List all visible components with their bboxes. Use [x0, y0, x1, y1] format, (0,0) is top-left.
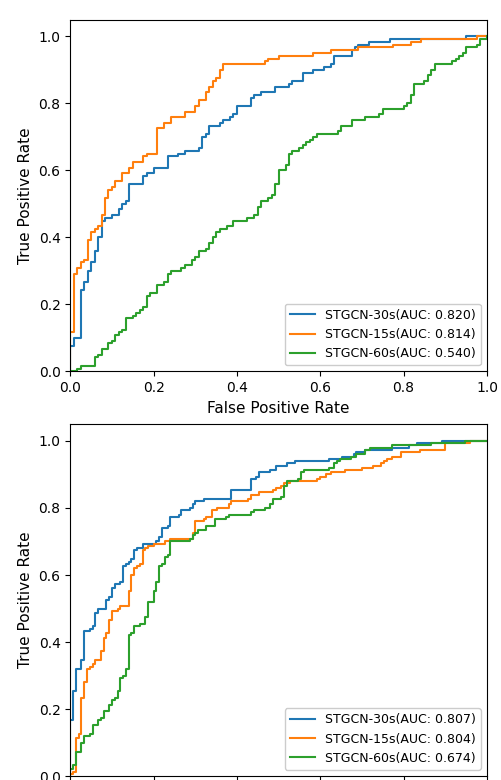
STGCN-60s(AUC: 0.540): (0.117, 0.108): 0.540): (0.117, 0.108): [116, 331, 122, 340]
STGCN-15s(AUC: 0.804): (0.753, 0.933): 0.804): (0.753, 0.933): [380, 459, 386, 468]
STGCN-60s(AUC: 0.540): (0.35, 0.408): 0.540): (0.35, 0.408): [213, 230, 219, 239]
Y-axis label: True Positive Rate: True Positive Rate: [18, 127, 33, 264]
STGCN-30s(AUC: 0.820): (0.95, 1): 0.820): (0.95, 1): [462, 31, 468, 41]
STGCN-60s(AUC: 0.540): (0.717, 0.758): 0.540): (0.717, 0.758): [365, 112, 371, 122]
Line: STGCN-30s(AUC: 0.807): STGCN-30s(AUC: 0.807): [70, 441, 486, 776]
STGCN-30s(AUC: 0.820): (0.983, 1): 0.820): (0.983, 1): [476, 31, 482, 41]
STGCN-15s(AUC: 0.804): (0.96, 1): 0.804): (0.96, 1): [466, 436, 472, 445]
STGCN-60s(AUC: 0.674): (0.213, 0.593): 0.674): (0.213, 0.593): [156, 573, 162, 582]
STGCN-60s(AUC: 0.540): (0.525, 0.617): 0.540): (0.525, 0.617): [286, 160, 292, 169]
STGCN-15s(AUC: 0.804): (0.173, 0.633): 0.804): (0.173, 0.633): [139, 559, 145, 569]
Line: STGCN-60s(AUC: 0.674): STGCN-60s(AUC: 0.674): [70, 441, 486, 776]
STGCN-15s(AUC: 0.814): (0.533, 0.942): 0.814): (0.533, 0.942): [289, 51, 295, 61]
STGCN-15s(AUC: 0.814): (0.325, 0.817): 0.814): (0.325, 0.817): [202, 93, 208, 102]
STGCN-30s(AUC: 0.820): (0, 0): 0.820): (0, 0): [67, 367, 73, 376]
STGCN-30s(AUC: 0.820): (0.583, 0.892): 0.820): (0.583, 0.892): [310, 68, 316, 77]
STGCN-60s(AUC: 0.674): (0.947, 1): 0.674): (0.947, 1): [461, 436, 467, 445]
STGCN-30s(AUC: 0.820): (0.383, 0.758): 0.820): (0.383, 0.758): [226, 112, 232, 122]
STGCN-15s(AUC: 0.804): (1, 1): 0.804): (1, 1): [483, 436, 489, 445]
STGCN-15s(AUC: 0.814): (1, 1): 0.814): (1, 1): [483, 31, 489, 41]
STGCN-30s(AUC: 0.807): (0, 0): 0.807): (0, 0): [67, 771, 73, 780]
STGCN-60s(AUC: 0.540): (0.808, 0.8): 0.540): (0.808, 0.8): [403, 98, 409, 108]
STGCN-30s(AUC: 0.807): (0.713, 0.973): 0.807): (0.713, 0.973): [364, 445, 370, 455]
STGCN-30s(AUC: 0.807): (0.46, 0.907): 0.807): (0.46, 0.907): [259, 467, 265, 477]
STGCN-60s(AUC: 0.674): (0.64, 0.933): 0.674): (0.64, 0.933): [333, 459, 339, 468]
STGCN-15s(AUC: 0.814): (0, 0): 0.814): (0, 0): [67, 367, 73, 376]
Line: STGCN-15s(AUC: 0.804): STGCN-15s(AUC: 0.804): [70, 441, 486, 776]
Line: STGCN-30s(AUC: 0.820): STGCN-30s(AUC: 0.820): [70, 36, 486, 371]
Legend: STGCN-30s(AUC: 0.807), STGCN-15s(AUC: 0.804), STGCN-60s(AUC: 0.674): STGCN-30s(AUC: 0.807), STGCN-15s(AUC: 0.…: [284, 708, 480, 770]
STGCN-15s(AUC: 0.814): (0.975, 1): 0.814): (0.975, 1): [472, 31, 478, 41]
X-axis label: False Positive Rate: False Positive Rate: [207, 401, 349, 416]
STGCN-60s(AUC: 0.674): (1, 1): 0.674): (1, 1): [483, 436, 489, 445]
STGCN-15s(AUC: 0.804): (0.187, 0.687): 0.804): (0.187, 0.687): [145, 541, 151, 551]
STGCN-15s(AUC: 0.814): (0.983, 1): 0.814): (0.983, 1): [476, 31, 482, 41]
STGCN-30s(AUC: 0.820): (1, 1): 0.820): (1, 1): [483, 31, 489, 41]
STGCN-60s(AUC: 0.674): (0.867, 0.987): 0.674): (0.867, 0.987): [427, 441, 433, 450]
STGCN-60s(AUC: 0.540): (0, 0): 0.540): (0, 0): [67, 367, 73, 376]
STGCN-60s(AUC: 0.674): (0.227, 0.647): 0.674): (0.227, 0.647): [161, 555, 167, 564]
STGCN-60s(AUC: 0.540): (1, 1): 0.540): (1, 1): [483, 31, 489, 41]
STGCN-15s(AUC: 0.814): (0.65, 0.958): 0.814): (0.65, 0.958): [338, 45, 344, 55]
STGCN-30s(AUC: 0.807): (0.18, 0.693): 0.807): (0.18, 0.693): [142, 539, 148, 548]
STGCN-15s(AUC: 0.804): (0.88, 0.973): 0.804): (0.88, 0.973): [433, 445, 439, 455]
Text: (a)  ROC on Mission A: (a) ROC on Mission A: [181, 448, 375, 466]
STGCN-60s(AUC: 0.540): (0.983, 0.992): 0.540): (0.983, 0.992): [476, 34, 482, 44]
STGCN-15s(AUC: 0.814): (0.15, 0.608): 0.814): (0.15, 0.608): [130, 163, 136, 172]
Y-axis label: True Positive Rate: True Positive Rate: [18, 532, 33, 668]
STGCN-30s(AUC: 0.820): (0.175, 0.583): 0.820): (0.175, 0.583): [140, 172, 146, 181]
Line: STGCN-15s(AUC: 0.814): STGCN-15s(AUC: 0.814): [70, 36, 486, 371]
STGCN-15s(AUC: 0.804): (0, 0): 0.804): (0, 0): [67, 771, 73, 780]
STGCN-30s(AUC: 0.807): (0.86, 0.993): 0.807): (0.86, 0.993): [425, 438, 431, 448]
STGCN-30s(AUC: 0.807): (0.893, 1): 0.807): (0.893, 1): [438, 436, 444, 445]
STGCN-30s(AUC: 0.807): (0.153, 0.653): 0.807): (0.153, 0.653): [131, 552, 137, 562]
STGCN-15s(AUC: 0.804): (0.66, 0.913): 0.804): (0.66, 0.913): [342, 466, 348, 475]
STGCN-60s(AUC: 0.674): (0.513, 0.853): 0.674): (0.513, 0.853): [281, 485, 287, 495]
STGCN-30s(AUC: 0.807): (1, 1): 0.807): (1, 1): [483, 436, 489, 445]
STGCN-30s(AUC: 0.807): (0.627, 0.947): 0.807): (0.627, 0.947): [328, 454, 334, 463]
Line: STGCN-60s(AUC: 0.540): STGCN-60s(AUC: 0.540): [70, 36, 486, 371]
Legend: STGCN-30s(AUC: 0.820), STGCN-15s(AUC: 0.814), STGCN-60s(AUC: 0.540): STGCN-30s(AUC: 0.820), STGCN-15s(AUC: 0.…: [285, 303, 480, 365]
STGCN-30s(AUC: 0.820): (0.667, 0.942): 0.820): (0.667, 0.942): [344, 51, 350, 61]
STGCN-15s(AUC: 0.804): (0.507, 0.86): 0.804): (0.507, 0.86): [278, 483, 284, 492]
STGCN-60s(AUC: 0.674): (0.713, 0.973): 0.674): (0.713, 0.973): [364, 445, 370, 455]
STGCN-15s(AUC: 0.814): (0.00833, 0.217): 0.814): (0.00833, 0.217): [71, 294, 77, 303]
STGCN-60s(AUC: 0.674): (0, 0): 0.674): (0, 0): [67, 771, 73, 780]
STGCN-30s(AUC: 0.820): (0.025, 0.2): 0.820): (0.025, 0.2): [78, 300, 84, 309]
